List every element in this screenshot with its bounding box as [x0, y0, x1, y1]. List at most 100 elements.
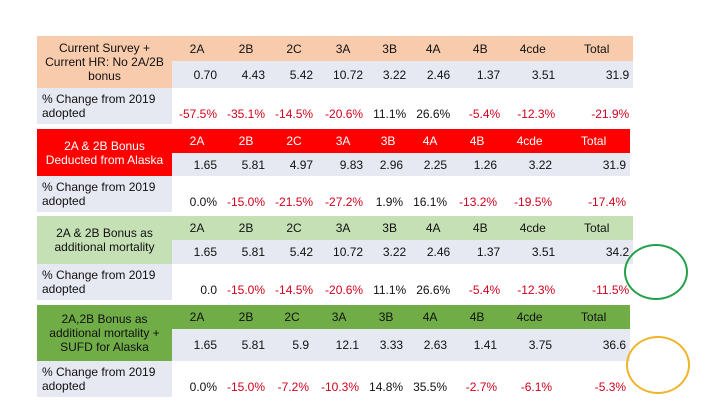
column-header-4cde: 4cde [516, 134, 543, 148]
region-value: 4.97 [289, 157, 314, 172]
region-value: 4.43 [241, 67, 266, 82]
column-header-total: Total [584, 41, 610, 56]
region-change: -15.0% [227, 283, 266, 297]
table-row-change: % Change from 2019 adopted 0.0 -15.0% -14.5… [37, 264, 634, 300]
region-change: 14.8% [369, 380, 404, 394]
column-header-2a: 2A [189, 41, 205, 56]
harvest-table-4: 2A,2B Bonus as additional mortality + SU… [37, 305, 631, 397]
region-change: -57.5% [178, 107, 217, 121]
region-value: 1.37 [476, 67, 501, 82]
column-header-4b: 4B [469, 310, 485, 324]
region-change: 1.9% [375, 195, 404, 209]
column-header-4a: 4A [425, 41, 441, 56]
region-change: 26.6% [416, 107, 451, 121]
total-change: -5.3% [594, 380, 627, 394]
region-value: 3.22 [382, 245, 407, 259]
region-value: 1.37 [476, 245, 501, 259]
column-header-2a: 2A [189, 134, 205, 148]
region-value: 5.42 [289, 245, 314, 259]
region-value: 1.41 [473, 338, 498, 352]
column-header-4b: 4B [472, 221, 488, 235]
harvest-table-3: 2A & 2B Bonus as additional mortality 2A 2… [37, 216, 634, 300]
table-row-values: 1.65 5.81 4.97 9.83 2.96 2.25 1.26 3.22 31.9 [37, 153, 631, 176]
region-change: 16.1% [413, 195, 448, 209]
region-change: 0.0 [200, 283, 217, 297]
column-header-4cde: 4cde [519, 41, 546, 56]
region-value: 0.70 [193, 67, 217, 82]
table-header-row: 2A,2B Bonus as additional mortality + SU… [37, 305, 631, 361]
region-value: 2.63 [423, 338, 448, 352]
region-change: 0.0% [189, 380, 217, 394]
column-header-2b: 2B [238, 221, 254, 235]
region-change: 11.1% [373, 283, 407, 297]
region-value: 5.81 [241, 338, 266, 352]
column-header-total: Total [580, 134, 607, 148]
region-change: -15.0% [227, 195, 266, 209]
region-change: 11.1% [373, 107, 407, 121]
total-value: 31.9 [602, 157, 627, 172]
column-header-3b: 3B [378, 310, 394, 324]
region-change: -12.3% [517, 107, 556, 121]
table-row-change: % Change from 2019 adopted 0.0% -15.0% -21.… [37, 176, 631, 212]
region-value: 5.9 [292, 338, 310, 352]
column-header-2b: 2B [238, 41, 254, 56]
region-change: -20.6% [325, 283, 364, 297]
region-change: 35.5% [413, 380, 448, 394]
table-header-row: Current Survey + Current HR: No 2A/2B bo… [37, 36, 634, 88]
region-value: 2.46 [426, 67, 451, 82]
region-value: 5.81 [241, 157, 266, 172]
region-value: 5.42 [289, 67, 314, 82]
region-change: -5.4% [468, 283, 501, 297]
column-header-2a: 2A [189, 221, 205, 235]
column-header-4b: 4B [469, 134, 485, 148]
region-change: -35.1% [227, 107, 266, 121]
region-change: -15.0% [227, 380, 266, 394]
region-value: 3.75 [528, 338, 553, 352]
column-header-2c: 2C [286, 41, 302, 56]
column-header-4cde: 4cde [516, 310, 543, 324]
column-header-3a: 3A [335, 221, 351, 235]
change-row-label: % Change from 2019 adopted [37, 361, 172, 397]
column-header-4a: 4A [425, 221, 441, 235]
table-title: 2A,2B Bonus as additional mortality + SU… [37, 305, 172, 361]
change-row-label: % Change from 2019 adopted [37, 264, 172, 300]
column-header-2b: 2B [238, 134, 254, 148]
region-change: -20.6% [325, 107, 364, 121]
column-header-2a: 2A [189, 310, 205, 324]
column-header-2c: 2C [284, 310, 300, 324]
column-header-3a: 3A [335, 41, 351, 56]
region-change: -13.2% [459, 195, 498, 209]
region-change: -14.5% [275, 283, 314, 297]
green-highlight-circle [624, 244, 688, 300]
total-change: -21.9% [591, 107, 630, 121]
region-change: -2.7% [465, 380, 498, 394]
region-value: 1.65 [193, 245, 217, 259]
region-change: -10.3% [321, 380, 360, 394]
region-change: -27.2% [325, 195, 364, 209]
region-value: 3.22 [528, 157, 553, 172]
region-value: 12.1 [335, 338, 360, 352]
region-change: -6.1% [520, 380, 553, 394]
region-value: 10.72 [333, 245, 364, 259]
region-change: -19.5% [514, 195, 553, 209]
region-value: 1.26 [473, 157, 498, 172]
region-value: 1.65 [193, 338, 217, 352]
region-value: 3.51 [531, 67, 556, 82]
column-header-2c: 2C [286, 221, 302, 235]
column-header-4a: 4A [422, 310, 438, 324]
table-title: 2A & 2B Bonus Deducted from Alaska [37, 129, 172, 176]
region-value: 3.33 [379, 338, 404, 352]
table-header-row: 2A & 2B Bonus as additional mortality 2A 2… [37, 216, 634, 264]
region-value: 2.96 [379, 157, 404, 172]
column-header-4b: 4B [472, 41, 488, 56]
region-change: 0.0% [189, 195, 217, 209]
column-header-4cde: 4cde [519, 221, 546, 235]
column-header-total: Total [580, 310, 607, 324]
region-value: 10.72 [333, 67, 364, 82]
region-value: 2.25 [423, 157, 448, 172]
region-change: -21.5% [275, 195, 314, 209]
region-change: -7.2% [277, 380, 310, 394]
region-value: 2.46 [426, 245, 451, 259]
table-row-change: % Change from 2019 adopted 0.0% -15.0% -7.2… [37, 361, 631, 397]
orange-highlight-circle [626, 336, 690, 394]
